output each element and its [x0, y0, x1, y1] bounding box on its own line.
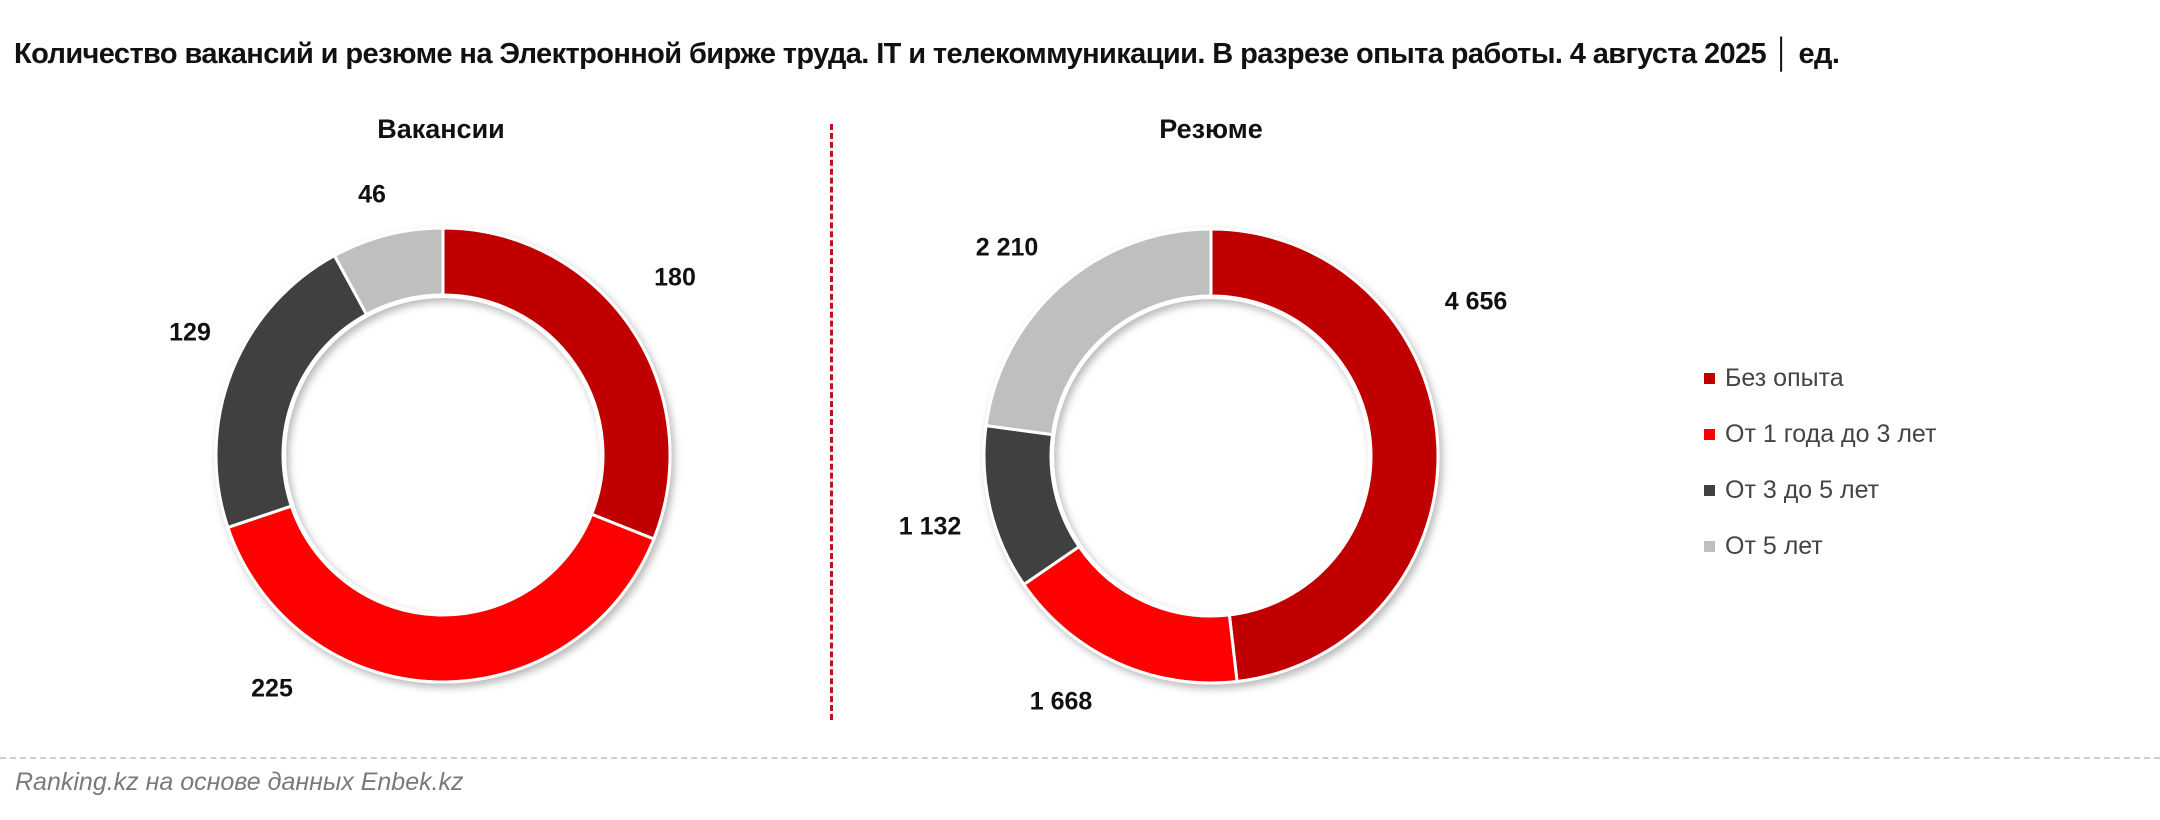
legend-label: От 5 лет	[1725, 531, 1823, 560]
chart-title: Количество вакансий и резюме на Электрон…	[14, 38, 1840, 70]
legend-item-1-3-years: От 1 года до 3 лет	[1704, 406, 1936, 462]
donut-segment	[225, 504, 656, 684]
resumes-label-5-plus-years: 2 210	[975, 233, 1039, 262]
vacancies-label-3-5-years: 129	[169, 318, 211, 347]
resumes-label-3-5-years: 1 132	[898, 512, 962, 541]
legend-label: От 1 года до 3 лет	[1725, 419, 1937, 448]
legend: Без опыта От 1 года до 3 лет От 3 до 5 л…	[1704, 350, 1936, 574]
resumes-label-1-3-years: 1 668	[1029, 687, 1093, 716]
legend-marker-icon	[1704, 540, 1715, 552]
legend-marker-icon	[1704, 372, 1715, 384]
vacancies-label-1-3-years: 225	[251, 674, 293, 703]
donut-segment	[1209, 227, 1440, 684]
legend-label: От 3 до 5 лет	[1725, 475, 1880, 504]
resumes-chart-title: Резюме	[1159, 114, 1263, 144]
legend-marker-icon	[1704, 428, 1715, 440]
vacancies-label-5-plus-years: 46	[358, 180, 386, 209]
footer-divider	[0, 757, 2160, 759]
legend-item-3-5-years: От 3 до 5 лет	[1704, 462, 1936, 518]
vacancies-donut	[214, 226, 672, 684]
legend-item-no-experience: Без опыта	[1704, 350, 1936, 406]
vacancies-label-no-experience: 180	[654, 263, 696, 292]
vacancies-chart-title: Вакансии	[377, 114, 505, 144]
resumes-donut	[982, 227, 1440, 685]
legend-item-5-plus-years: От 5 лет	[1704, 518, 1936, 574]
legend-label: Без опыта	[1725, 363, 1844, 392]
source-note: Ranking.kz на основе данных Enbek.kz	[15, 768, 464, 796]
resumes-label-no-experience: 4 656	[1444, 287, 1508, 316]
chart-divider	[830, 124, 833, 720]
donut-segment	[441, 226, 672, 541]
donut-segment	[214, 253, 369, 530]
legend-marker-icon	[1704, 484, 1715, 496]
